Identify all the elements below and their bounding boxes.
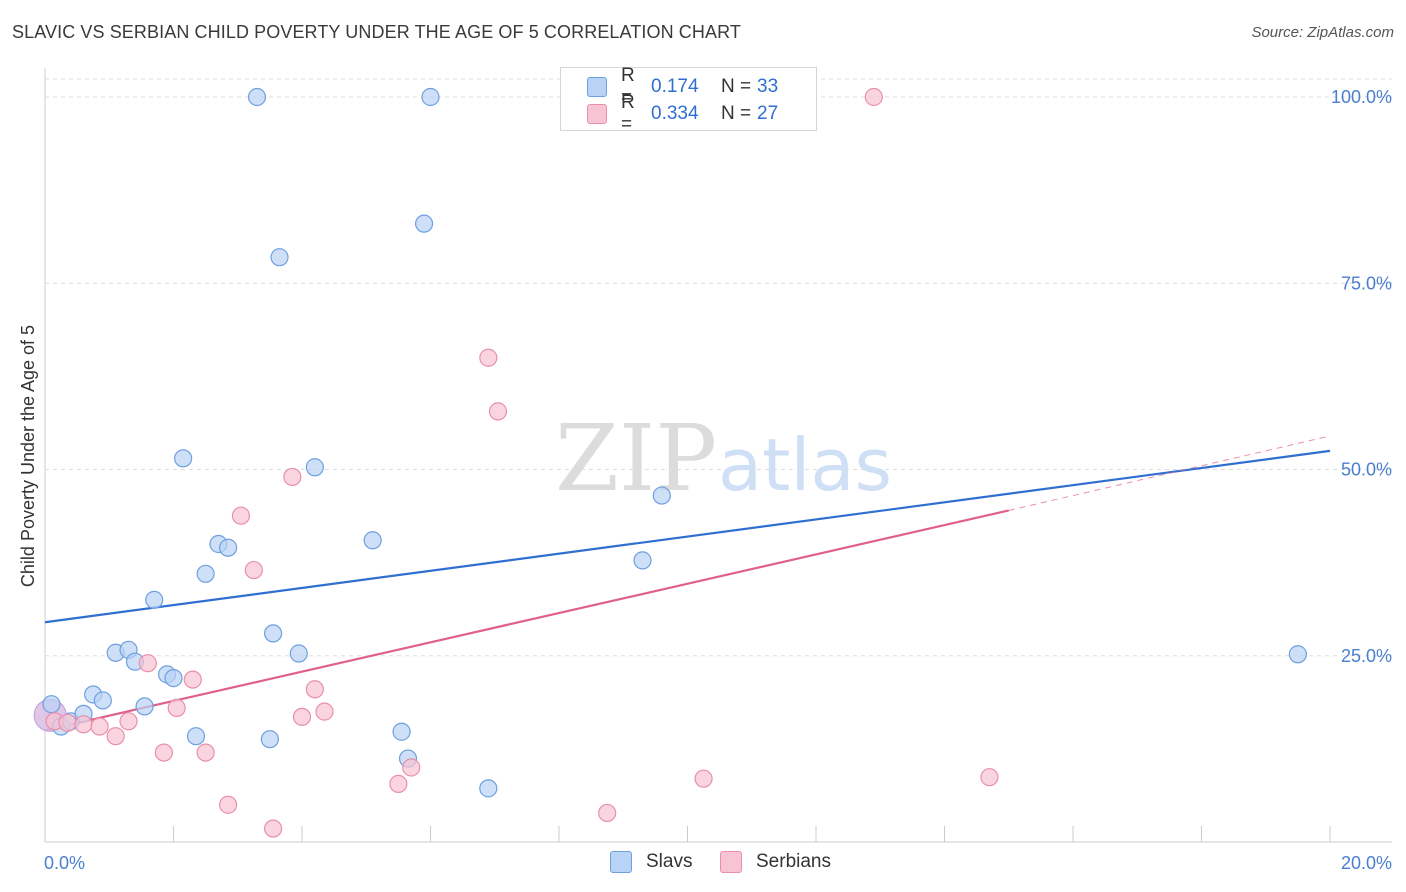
x-tick-label-min: 0.0% bbox=[44, 853, 85, 873]
point-serbians bbox=[196, 743, 215, 762]
point-slavs bbox=[633, 551, 652, 570]
legend-n-value-slavs: 33 bbox=[757, 76, 779, 97]
legend-n-value-serbians: 27 bbox=[757, 103, 779, 124]
tick-labels: 25.0% 50.0% 75.0% 100.0% 0.0% 20.0% bbox=[44, 87, 1392, 873]
point-slavs bbox=[247, 87, 267, 107]
point-serbians bbox=[183, 670, 202, 689]
point-slavs bbox=[145, 590, 164, 609]
legend-n-label: N = bbox=[721, 76, 752, 97]
legend: R = 0.174 N = 33 R = 0.334 N = 27 bbox=[560, 65, 817, 135]
legend-n-label: N = bbox=[721, 103, 752, 124]
point-serbians bbox=[74, 715, 93, 734]
y-tick-label: 50.0% bbox=[1341, 460, 1392, 480]
point-slavs bbox=[392, 722, 411, 741]
bottom-legend-serbians: Serbians bbox=[720, 851, 831, 873]
point-serbians bbox=[598, 803, 617, 823]
legend-row-serbians: R = 0.334 N = 27 bbox=[587, 92, 779, 135]
y-tick-label: 25.0% bbox=[1341, 646, 1392, 666]
point-serbians bbox=[479, 348, 498, 367]
legend-swatch-serbians bbox=[587, 104, 607, 124]
bottom-legend-slavs: Slavs bbox=[610, 851, 692, 873]
point-slavs bbox=[414, 214, 434, 233]
trend-line-slavs bbox=[44, 449, 1331, 624]
legend-r-value-slavs: 0.174 bbox=[651, 76, 699, 97]
point-slavs bbox=[289, 644, 308, 663]
point-serbians bbox=[864, 87, 883, 107]
point-slavs bbox=[270, 248, 289, 267]
x-tick-label-max: 20.0% bbox=[1341, 853, 1392, 873]
point-serbians bbox=[167, 698, 186, 718]
point-slavs bbox=[652, 486, 671, 505]
point-serbians bbox=[488, 402, 508, 421]
chart-title: SLAVIC VS SERBIAN CHILD POVERTY UNDER TH… bbox=[12, 22, 741, 42]
point-serbians bbox=[138, 654, 157, 673]
trend-lines bbox=[44, 435, 1331, 732]
bottom-legend-swatch-serbians bbox=[720, 851, 742, 873]
point-serbians bbox=[305, 680, 324, 699]
point-slavs bbox=[263, 624, 283, 643]
y-tick-label: 100.0% bbox=[1331, 87, 1392, 107]
y-axis-label: Child Poverty Under the Age of 5 bbox=[18, 325, 38, 587]
point-slavs bbox=[42, 695, 61, 714]
point-serbians bbox=[315, 702, 334, 721]
legend-r-value-serbians: 0.334 bbox=[651, 103, 699, 124]
trend-line-serbians bbox=[44, 509, 1009, 732]
point-serbians bbox=[283, 467, 302, 487]
watermark: ZIP atlas bbox=[555, 405, 892, 512]
legend-r-label: R = bbox=[621, 65, 635, 108]
point-serbians bbox=[219, 795, 238, 814]
point-serbians bbox=[402, 758, 421, 777]
point-slavs bbox=[363, 531, 382, 550]
point-serbians bbox=[389, 774, 408, 793]
source-credit: Source: ZipAtlas.com bbox=[1251, 24, 1394, 41]
bottom-legend-swatch-slavs bbox=[610, 851, 632, 873]
point-serbians bbox=[106, 727, 125, 746]
point-serbians bbox=[231, 506, 251, 525]
bottom-legend-label-slavs: Slavs bbox=[646, 851, 693, 872]
bottom-legend: Slavs Serbians bbox=[0, 851, 1406, 877]
legend-swatch-slavs bbox=[587, 77, 607, 97]
data-points bbox=[33, 87, 1307, 838]
point-serbians bbox=[263, 819, 283, 838]
point-serbians bbox=[694, 769, 713, 788]
point-slavs bbox=[174, 449, 193, 468]
bottom-legend-label-serbians: Serbians bbox=[756, 851, 831, 872]
point-serbians bbox=[154, 743, 173, 762]
point-serbians bbox=[244, 560, 263, 580]
point-serbians bbox=[980, 768, 999, 787]
point-slavs bbox=[1288, 645, 1307, 664]
point-slavs bbox=[219, 538, 238, 557]
point-slavs bbox=[186, 727, 206, 746]
y-tick-label: 75.0% bbox=[1341, 273, 1392, 293]
point-slavs bbox=[164, 668, 183, 688]
watermark-atlas: atlas bbox=[718, 423, 892, 507]
point-serbians bbox=[292, 707, 312, 726]
point-slavs bbox=[93, 691, 112, 710]
point-slavs bbox=[260, 730, 279, 749]
point-serbians bbox=[90, 717, 109, 736]
point-serbians bbox=[119, 712, 138, 731]
point-slavs bbox=[479, 779, 498, 798]
point-slavs bbox=[135, 697, 154, 716]
point-serbians bbox=[58, 713, 77, 732]
point-slavs bbox=[305, 458, 324, 477]
legend-r-label: R = bbox=[621, 92, 635, 135]
point-slavs bbox=[196, 564, 215, 583]
point-slavs bbox=[421, 87, 440, 107]
watermark-zip: ZIP bbox=[555, 405, 717, 512]
legend-row-slavs: R = 0.174 N = 33 bbox=[587, 65, 779, 108]
